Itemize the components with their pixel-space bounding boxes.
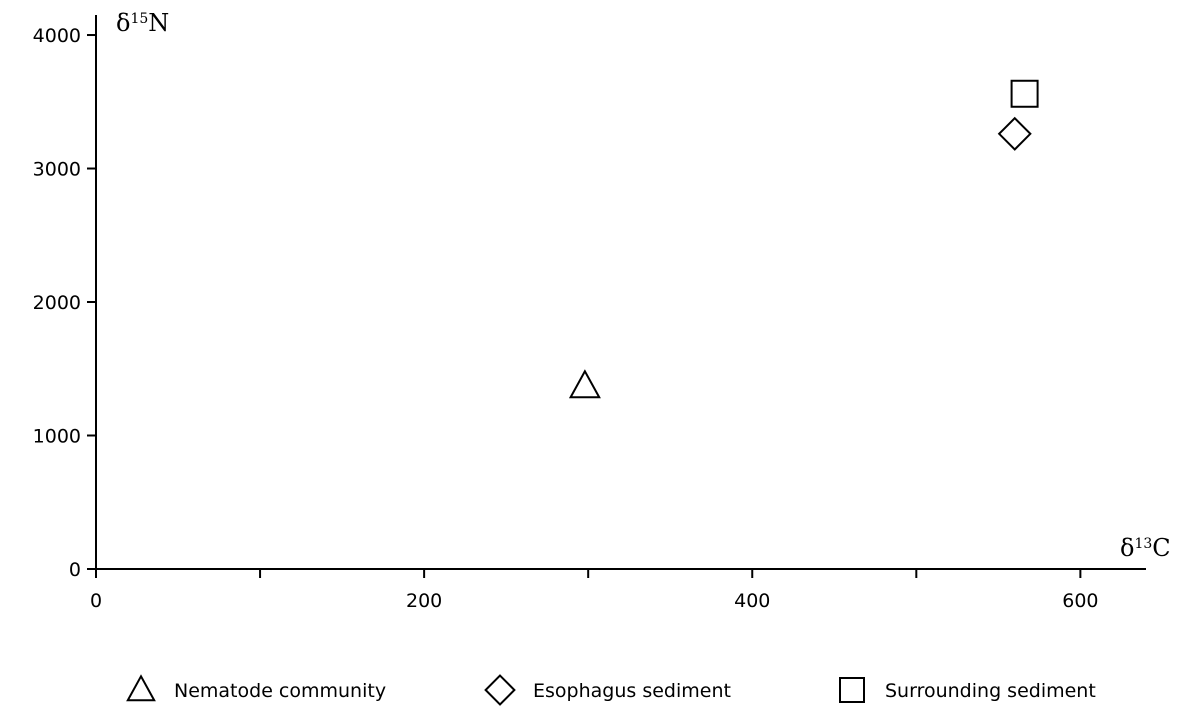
legend-label-esophagus-sediment: Esophagus sediment: [533, 680, 731, 702]
legend-marker-nematode-community: [126, 674, 156, 702]
legend: Nematode community Esophagus sediment Surr…: [126, 674, 1096, 706]
y-tick-label: 3000: [33, 159, 81, 181]
data-points: [568, 79, 1039, 399]
x-ticks: 0 200 400 600: [90, 569, 1099, 612]
legend-label-surrounding-sediment: Surrounding sediment: [885, 680, 1096, 702]
legend-item-esophagus-sediment: Esophagus sediment: [484, 674, 731, 706]
y-tick-label: 0: [69, 559, 81, 581]
y-ticks: 0 1000 2000 3000 4000: [33, 25, 96, 581]
point-surrounding-sediment: [1010, 79, 1039, 108]
x-axis-label: δ13C: [1120, 534, 1171, 562]
legend-label-nematode-community: Nematode community: [174, 680, 386, 702]
point-nematode-community: [568, 369, 601, 399]
legend-item-nematode-community: Nematode community: [126, 674, 386, 702]
legend-marker-esophagus-sediment: [484, 674, 516, 706]
legend-marker-surrounding-sediment: [839, 677, 865, 703]
axes: [95, 15, 1146, 570]
y-tick-label: 2000: [33, 292, 81, 314]
point-esophagus-sediment: [997, 116, 1032, 151]
x-tick-label: 0: [90, 590, 102, 612]
y-axis-label: δ15N: [116, 9, 169, 37]
x-tick-label: 200: [406, 590, 442, 612]
legend-item-surrounding-sediment: Surrounding sediment: [839, 677, 1096, 703]
x-tick-label: 400: [734, 590, 770, 612]
x-tick-label: 600: [1062, 590, 1098, 612]
y-tick-label: 4000: [33, 25, 81, 47]
y-tick-label: 1000: [33, 426, 81, 448]
